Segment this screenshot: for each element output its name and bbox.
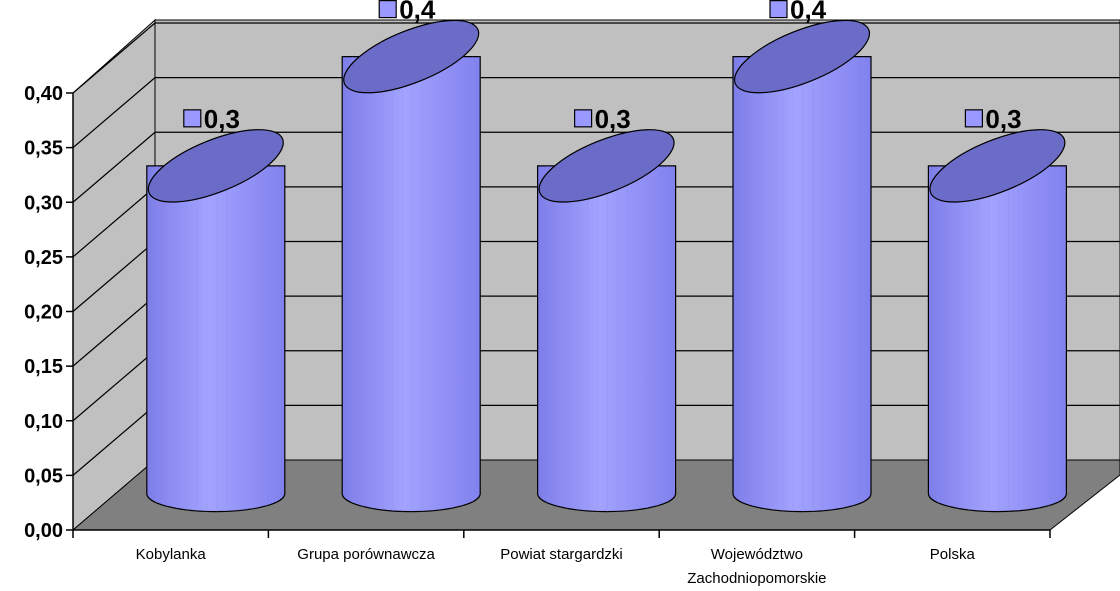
bar-top	[343, 19, 480, 94]
x-tick-label: Zachodniopomorskie	[687, 570, 826, 587]
x-tick-label: Kobylanka	[136, 546, 207, 563]
bar	[732, 19, 872, 513]
data-label: 0,3	[204, 104, 240, 134]
y-tick-label: 0,40	[24, 83, 63, 105]
bar-top	[538, 129, 675, 203]
y-tick-label: 0,30	[24, 192, 63, 214]
gridline	[72, 22, 1120, 94]
bar	[146, 129, 286, 513]
y-tick-label: 0,15	[24, 356, 63, 378]
data-label-marker	[183, 109, 202, 128]
x-tick-label: Polska	[930, 546, 976, 563]
x-tick-label: Grupa porównawcza	[297, 546, 435, 563]
bar	[341, 19, 481, 513]
y-tick-label: 0,35	[24, 138, 63, 160]
bar-body	[537, 165, 677, 513]
bar-body	[927, 165, 1067, 513]
bar-body	[341, 56, 481, 513]
data-label-marker	[769, 0, 788, 19]
bar-body	[732, 56, 872, 513]
x-tick-label: Powiat stargardzki	[500, 546, 623, 563]
data-label-marker	[964, 109, 984, 128]
bar-top	[929, 129, 1066, 203]
y-tick-label: 0,25	[24, 247, 63, 269]
x-tick-label: Województwo	[711, 546, 803, 563]
data-label: 0,3	[985, 104, 1021, 134]
data-label: 0,3	[595, 104, 631, 134]
bar-top	[147, 129, 284, 203]
bar	[537, 129, 677, 513]
data-label: 0,4	[790, 0, 827, 25]
bar-top	[733, 19, 871, 94]
data-label-marker	[573, 109, 593, 128]
y-tick-label: 0,05	[24, 465, 63, 487]
side-wall	[72, 18, 156, 532]
y-tick-label: 0,00	[24, 520, 63, 542]
bar	[927, 129, 1067, 513]
y-tick-label: 0,10	[24, 411, 63, 433]
data-label-marker	[378, 0, 397, 19]
data-label: 0,4	[399, 0, 436, 25]
bar-body	[146, 165, 286, 513]
y-tick-label: 0,20	[24, 302, 63, 324]
